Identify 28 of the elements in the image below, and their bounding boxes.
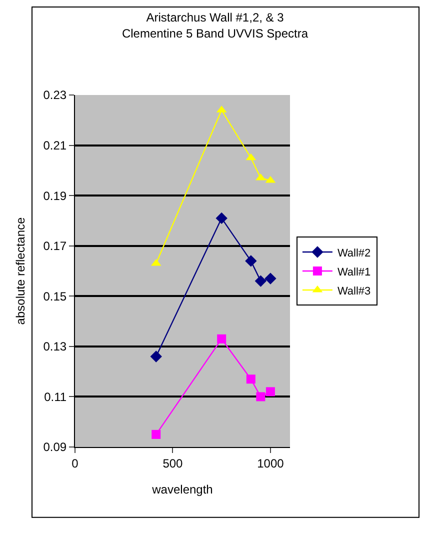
x-tick-label: 1000	[257, 456, 284, 470]
point	[216, 212, 228, 224]
point	[266, 387, 275, 396]
y-tick-label: 0.15	[43, 289, 67, 304]
y-tick-label: 0.17	[43, 239, 67, 254]
legend-label: Wall#1	[337, 266, 371, 278]
y-tick-label: 0.13	[43, 340, 67, 354]
legend-label: Wall#2	[337, 247, 371, 260]
point	[264, 272, 276, 284]
point	[150, 350, 162, 362]
y-tick-label: 0.09	[43, 440, 67, 454]
point	[245, 255, 257, 267]
chart-title: Aristarchus Wall #1,2, & 3	[146, 10, 284, 25]
y-tick-label: 0.21	[43, 138, 67, 152]
x-tick-label: 500	[162, 456, 184, 470]
point	[217, 334, 226, 344]
y-tick-label: 0.11	[44, 390, 67, 404]
legend-label: Wall#3	[337, 285, 371, 298]
y-tick-label: 0.23	[43, 88, 67, 102]
point	[254, 275, 267, 287]
point	[256, 392, 266, 402]
y-axis-title: absolute reflectance	[14, 216, 28, 325]
chart-subtitle: Clementine 5 Band UVVIS Spectra	[122, 26, 308, 40]
y-tick-label: 0.19	[43, 188, 67, 203]
point	[246, 374, 256, 384]
x-tick-label: 0	[72, 456, 79, 470]
point	[152, 430, 161, 439]
x-axis-title: wavelength	[151, 482, 213, 496]
